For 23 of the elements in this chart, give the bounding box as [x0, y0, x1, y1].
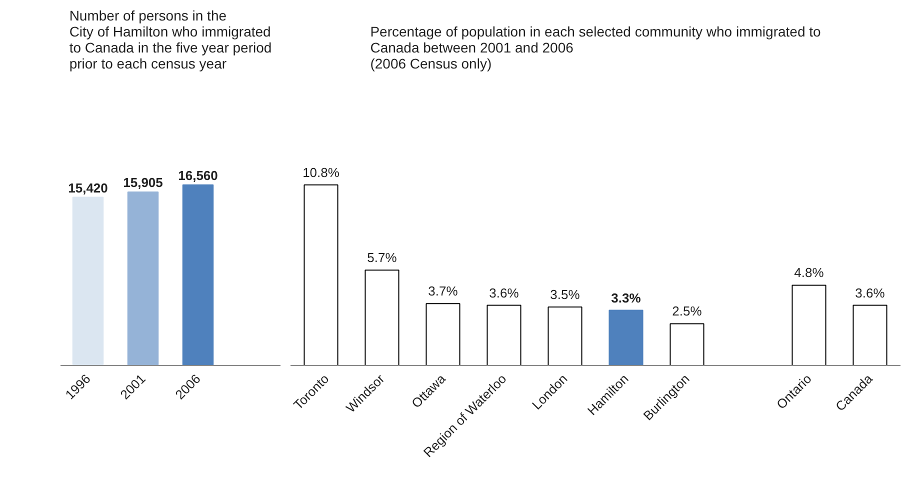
bar [792, 284, 826, 366]
bar [670, 323, 704, 366]
data-label: 3.3% [611, 290, 642, 306]
chart-title: Number of persons in the City of Hamilton who immigrated to Canada in the five year period prior to each census year [69, 8, 272, 72]
data-label: 16,560 [178, 168, 218, 183]
data-label: 3.7% [428, 284, 458, 299]
bar [548, 306, 582, 366]
data-label: 2.5% [672, 304, 702, 319]
bar [608, 310, 644, 366]
data-label: 3.5% [550, 286, 580, 302]
bar [486, 304, 522, 366]
bar [364, 270, 400, 366]
data-label: 5.7% [367, 250, 398, 266]
data-label: 15,420 [68, 180, 108, 196]
bar [852, 304, 888, 366]
data-label: 15,905 [123, 175, 163, 190]
data-label: 10.8% [302, 164, 340, 180]
data-label: 3.6% [855, 285, 886, 300]
bar [426, 303, 460, 366]
data-label: 3.6% [489, 285, 520, 300]
chart-title: Percentage of population in each selected community who immigrated to Canada between 2001 and 2006 (2006 Census only) [370, 24, 822, 72]
bar [304, 184, 338, 366]
data-label: 4.8% [794, 265, 824, 280]
